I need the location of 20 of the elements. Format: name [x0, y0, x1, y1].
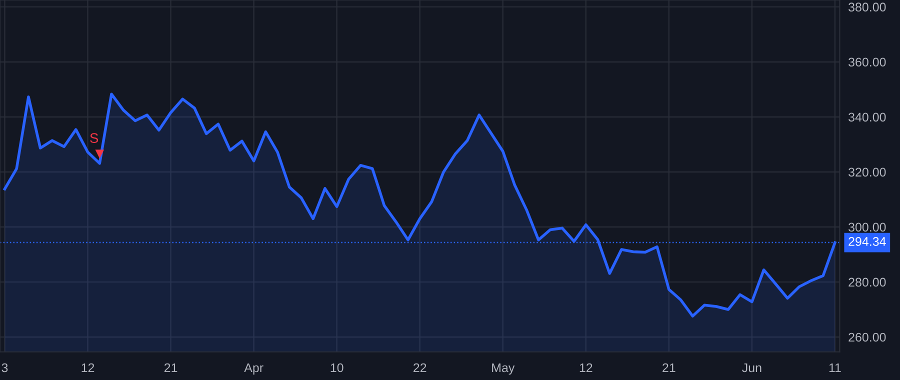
x-tick-label: 3 — [2, 363, 8, 372]
y-tick-label: 260.00 — [848, 332, 886, 342]
y-tick-label: 280.00 — [848, 278, 886, 287]
x-tick-label: 12 — [580, 363, 592, 372]
y-tick-label: 340.00 — [848, 112, 886, 122]
x-tick-label: Jun — [742, 363, 762, 372]
x-tick-label: May — [492, 363, 515, 375]
x-tick-label: 11 — [829, 363, 841, 372]
x-tick-label: 12 — [82, 363, 94, 372]
x-tick-label: 22 — [414, 363, 426, 372]
y-tick-label: 380.00 — [848, 2, 886, 12]
x-tick-label: 21 — [164, 363, 178, 372]
ref-line-label: 294.34 — [848, 237, 886, 246]
x-tick-label: 10 — [330, 363, 344, 372]
x-tick-label: Apr — [244, 363, 264, 375]
series-label: S — [90, 133, 98, 143]
y-tick-label: 300.00 — [848, 222, 886, 232]
y-tick-label: 360.00 — [848, 58, 886, 67]
y-tick-label: 320.00 — [848, 168, 886, 177]
x-tick-label: 21 — [662, 363, 676, 372]
